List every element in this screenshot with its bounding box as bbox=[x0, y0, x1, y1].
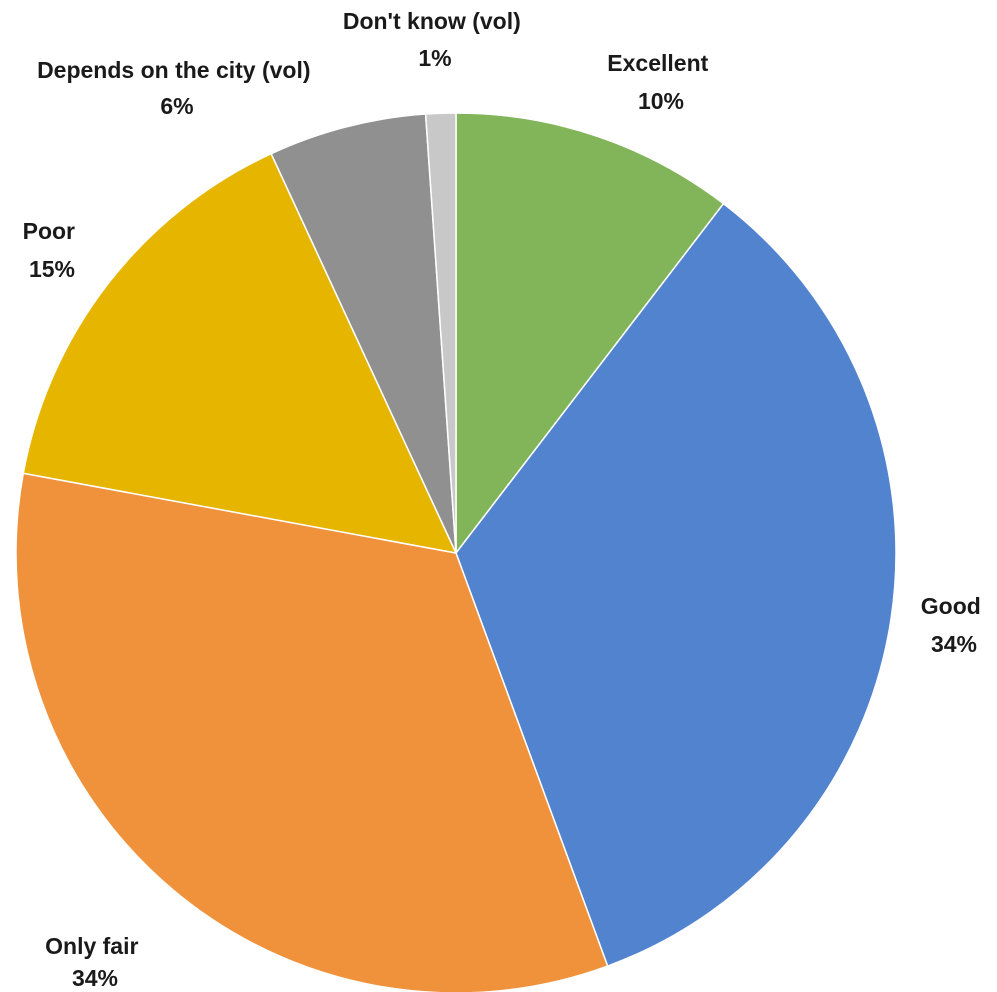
label-only-fair-name: Only fair bbox=[45, 933, 138, 959]
label-excellent-name: Excellent bbox=[607, 50, 708, 76]
label-only-fair-value: 34% bbox=[72, 965, 118, 991]
slices-layer bbox=[15, 112, 897, 992]
label-dont-know: Don't know (vol) 1% bbox=[343, 8, 527, 71]
pie-slice-poor bbox=[22, 152, 458, 555]
pie-slice-depends-on-the-city-vol bbox=[270, 113, 457, 554]
label-poor: Poor 15% bbox=[23, 218, 82, 282]
pie-slice-excellent bbox=[455, 112, 725, 556]
label-poor-value: 15% bbox=[29, 256, 75, 282]
label-poor-name: Poor bbox=[23, 218, 75, 244]
label-depends-on-city-name: Depends on the city (vol) bbox=[37, 57, 310, 83]
pie-slice-only-fair bbox=[15, 472, 609, 992]
pie-slice-don-t-know-vol bbox=[424, 112, 457, 554]
label-good: Good 34% bbox=[921, 593, 987, 657]
labels-layer: Excellent 10% Good 34% Only fair 34% Poo… bbox=[23, 8, 987, 991]
label-dont-know-value: 1% bbox=[418, 45, 451, 71]
label-depends-on-city: Depends on the city (vol) 6% bbox=[37, 57, 317, 119]
label-depends-on-city-value: 6% bbox=[160, 93, 193, 119]
label-excellent: Excellent 10% bbox=[607, 50, 714, 114]
label-good-name: Good bbox=[921, 593, 981, 619]
label-only-fair: Only fair 34% bbox=[45, 933, 145, 991]
label-dont-know-name: Don't know (vol) bbox=[343, 8, 521, 34]
label-good-value: 34% bbox=[931, 631, 977, 657]
pie-slice-good bbox=[455, 202, 897, 968]
label-excellent-value: 10% bbox=[638, 88, 684, 114]
